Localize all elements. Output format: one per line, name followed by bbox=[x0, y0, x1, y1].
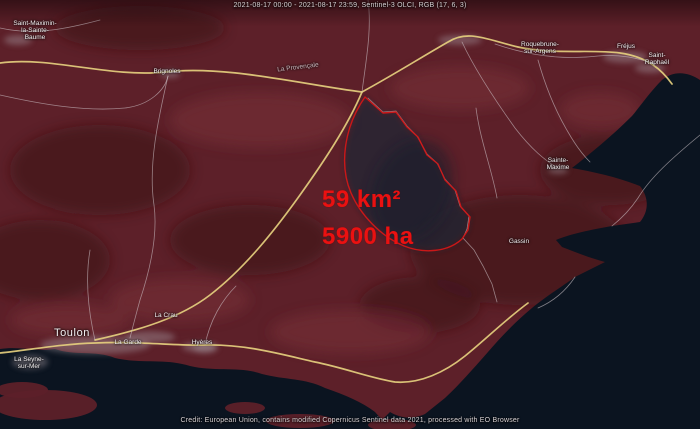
map-label-toulon: Toulon bbox=[53, 327, 91, 339]
burned-area-annotation: 59 km² 5900 ha bbox=[322, 181, 414, 255]
major-roads bbox=[0, 35, 673, 384]
burn-scar bbox=[344, 97, 470, 251]
map-label-brignoles: Brignoles bbox=[153, 68, 181, 75]
sea bbox=[0, 73, 700, 429]
map-label-sainte-maxime: Sainte- Maxime bbox=[546, 157, 570, 171]
islands bbox=[0, 382, 416, 429]
burned-area-ha: 5900 ha bbox=[322, 223, 414, 250]
map-label-roquebrune: Roquebrune- sur-Argens bbox=[521, 41, 559, 55]
map-label-hyeres: Hyères bbox=[191, 339, 213, 346]
credit-text: Credit: European Union, contains modifie… bbox=[180, 417, 520, 424]
burned-area-km2: 59 km² bbox=[322, 186, 402, 213]
fire-perimeter bbox=[343, 96, 471, 252]
map-label-la-seyne: La Seyne- sur-Mer bbox=[14, 356, 44, 370]
header-title: 2021-08-17 00:00 - 2021-08-17 23:59, Sen… bbox=[233, 2, 467, 9]
map-label-la-garde: La Garde bbox=[114, 339, 142, 346]
map-label-saint-maximin: Saint-Maximin- la-Sainte- Baume bbox=[13, 20, 57, 41]
map-label-saint-raphael: Saint- Raphaël bbox=[644, 52, 670, 66]
map-label-gassin: Gassin bbox=[508, 238, 530, 245]
map-label-frejus: Fréjus bbox=[616, 43, 636, 50]
map-label-la-crau: La Crau bbox=[154, 312, 178, 319]
